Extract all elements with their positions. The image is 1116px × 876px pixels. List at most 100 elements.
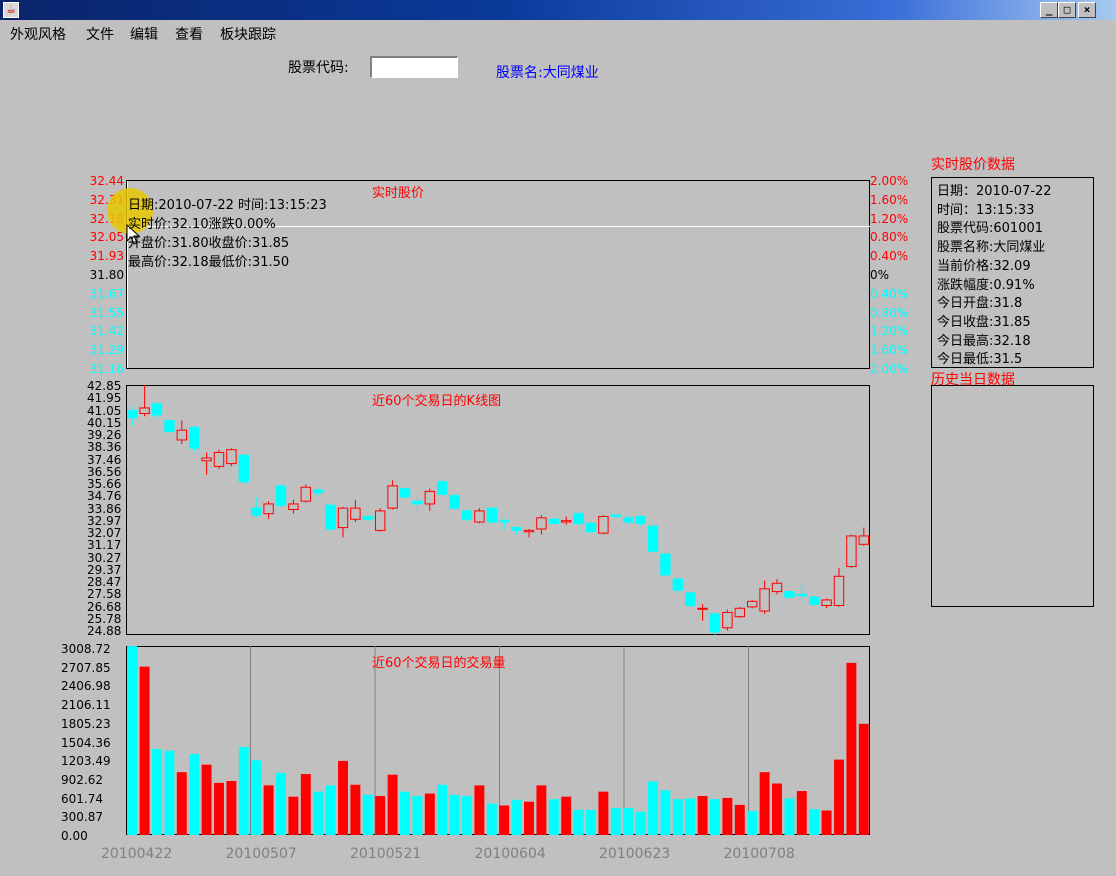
kline-y-tick: 33.86 bbox=[87, 501, 122, 516]
kline-candle bbox=[374, 510, 386, 531]
kline-candle bbox=[474, 510, 485, 523]
volume-bar bbox=[598, 791, 609, 835]
volume-bar bbox=[313, 791, 324, 835]
realtime-left-tick: 32.05 bbox=[89, 230, 124, 245]
kline-candle bbox=[350, 507, 361, 520]
volume-bar bbox=[437, 784, 448, 835]
volume-bar bbox=[834, 759, 844, 835]
volume-bar bbox=[462, 796, 472, 835]
kline-candle bbox=[523, 529, 535, 533]
volume-bar bbox=[809, 809, 820, 835]
volume-bar bbox=[511, 799, 522, 835]
volume-bar bbox=[759, 772, 770, 835]
volume-y-tick: 2406.98 bbox=[61, 679, 111, 694]
kline-y-tick: 24.88 bbox=[87, 624, 122, 638]
kline-candle bbox=[226, 449, 237, 465]
kline-y-tick: 32.97 bbox=[87, 513, 122, 528]
realtime-time-cursor bbox=[127, 181, 128, 368]
menu-edit[interactable]: 编辑 bbox=[130, 27, 158, 43]
volume-bar bbox=[400, 791, 410, 835]
realtime-info-high-low: 最高价:32.18最低价:31.50 bbox=[128, 255, 290, 270]
kline-candle bbox=[647, 525, 659, 552]
kline-y-tick: 37.46 bbox=[87, 452, 122, 467]
volume-y-tick: 300.87 bbox=[61, 810, 103, 825]
kline-candle bbox=[139, 407, 150, 415]
realtime-right-tick: 2.00% bbox=[870, 174, 909, 188]
realtime-data-line: 今日开盘:31.8 bbox=[937, 296, 1023, 312]
realtime-info-price: 实时价:32.10涨跌0.00% bbox=[128, 217, 276, 232]
minimize-button[interactable]: _ bbox=[1040, 2, 1058, 18]
kline-candle bbox=[201, 457, 212, 462]
kline-candle bbox=[486, 507, 498, 523]
realtime-data-line: 时间：13:15:33 bbox=[937, 202, 1035, 218]
realtime-left-tick: 31.29 bbox=[89, 343, 124, 358]
kline-candle bbox=[250, 507, 262, 516]
kline-y-tick: 26.68 bbox=[87, 599, 122, 614]
kline-candle bbox=[858, 535, 870, 545]
realtime-right-tick: 0.40% bbox=[870, 286, 909, 301]
close-button[interactable]: × bbox=[1078, 2, 1096, 18]
kline-candle bbox=[511, 527, 522, 531]
realtime-left-tick: 31.42 bbox=[89, 324, 124, 339]
kline-y-tick: 32.07 bbox=[87, 526, 122, 540]
realtime-right-tick: 0.80% bbox=[870, 230, 909, 245]
mouse-pointer-icon bbox=[126, 224, 141, 245]
kline-candle bbox=[288, 503, 299, 511]
maximize-button[interactable]: □ bbox=[1058, 2, 1076, 18]
volume-x-date: 20100708 bbox=[723, 846, 795, 862]
volume-bar bbox=[648, 781, 658, 835]
volume-bar bbox=[412, 796, 423, 835]
menu-sector-tracking[interactable]: 板块跟踪 bbox=[220, 27, 276, 43]
realtime-data-line: 今日收盘:31.85 bbox=[937, 314, 1031, 330]
volume-bar bbox=[747, 811, 758, 835]
window-titlebar[interactable]: ☕ _ □ × bbox=[0, 0, 1116, 20]
volume-bar bbox=[858, 723, 869, 835]
kline-y-tick: 42.85 bbox=[87, 379, 122, 393]
volume-bar bbox=[623, 807, 634, 835]
kline-candle bbox=[808, 596, 820, 605]
volume-bar bbox=[561, 796, 572, 835]
volume-bar bbox=[846, 662, 857, 835]
menu-appearance[interactable]: 外观风格 bbox=[10, 27, 66, 43]
kline-candle bbox=[598, 515, 609, 534]
volume-bar bbox=[276, 772, 286, 835]
kline-candle bbox=[325, 504, 336, 530]
cursor-highlight bbox=[107, 188, 153, 234]
realtime-data-line: 股票代码:601001 bbox=[937, 221, 1044, 237]
realtime-right-tick: 2.00% bbox=[870, 362, 909, 376]
stock-code-input[interactable] bbox=[370, 56, 458, 78]
menu-file[interactable]: 文件 bbox=[86, 27, 114, 43]
volume-bar bbox=[226, 780, 237, 835]
volume-bar bbox=[524, 801, 534, 835]
volume-bar bbox=[536, 785, 547, 835]
kline-candle bbox=[238, 454, 250, 483]
realtime-price-line bbox=[126, 226, 870, 227]
volume-y-tick: 3008.72 bbox=[61, 642, 111, 656]
kline-candle bbox=[188, 426, 200, 449]
kline-candle bbox=[709, 613, 721, 633]
volume-y-tick: 1203.49 bbox=[61, 754, 111, 769]
realtime-data-line: 今日最低:31.5 bbox=[937, 352, 1023, 368]
kline-y-tick: 35.66 bbox=[87, 477, 122, 491]
volume-bar bbox=[288, 796, 299, 835]
kline-y-tick: 30.27 bbox=[87, 550, 122, 565]
realtime-left-tick: 31.16 bbox=[89, 362, 124, 376]
volume-bar bbox=[338, 760, 348, 835]
menu-bar: 外观风格 文件 编辑 查看 板块跟踪 bbox=[0, 20, 1116, 44]
kline-chart bbox=[126, 385, 870, 635]
volume-bar bbox=[660, 790, 671, 835]
side-panel-title: 实时股价数据 bbox=[931, 157, 1015, 173]
volume-bar bbox=[263, 785, 274, 835]
volume-chart bbox=[127, 646, 869, 835]
kline-y-tick: 36.56 bbox=[87, 464, 122, 479]
volume-bar bbox=[251, 760, 262, 835]
menu-view[interactable]: 查看 bbox=[175, 27, 203, 43]
kline-candle bbox=[784, 591, 795, 598]
volume-bar bbox=[300, 774, 311, 835]
kline-candle bbox=[300, 486, 312, 502]
kline-candle bbox=[151, 403, 163, 416]
kline-y-tick: 31.17 bbox=[87, 538, 122, 553]
kline-candle bbox=[759, 588, 770, 612]
kline-candle bbox=[337, 507, 349, 529]
volume-chart-title: 近60个交易日的交易量 bbox=[372, 656, 506, 671]
